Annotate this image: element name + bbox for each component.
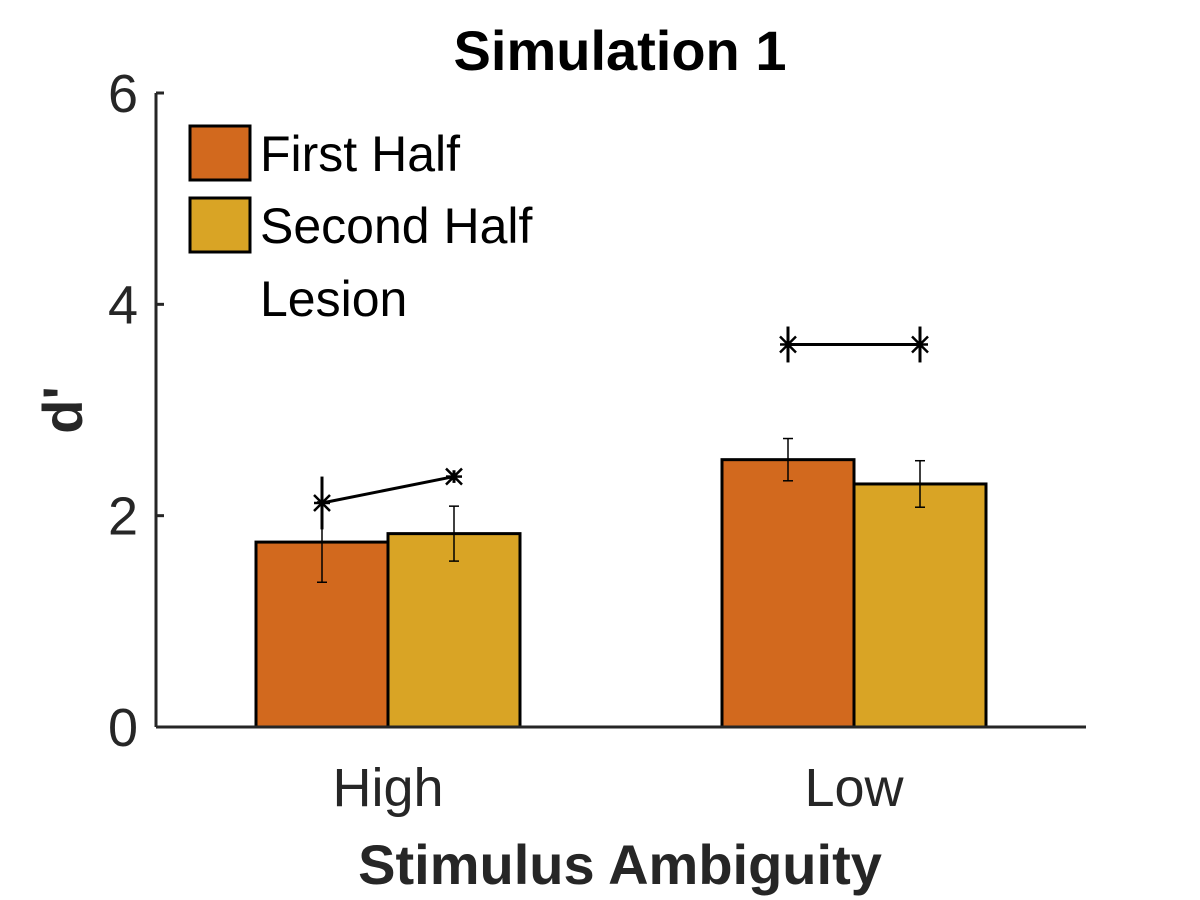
legend-label: Second Half bbox=[260, 198, 532, 254]
y-tick-label: 6 bbox=[108, 64, 138, 124]
lesion-point bbox=[779, 335, 797, 354]
legend-label: Lesion bbox=[260, 271, 407, 327]
lesion-point bbox=[911, 335, 929, 354]
bar-high-series-1 bbox=[386, 532, 522, 729]
legend-swatch bbox=[188, 124, 252, 182]
bar-low-series-1 bbox=[852, 482, 988, 729]
lesion-point bbox=[313, 494, 331, 512]
chart-title: Simulation 1 bbox=[454, 19, 787, 82]
x-axis-label: Stimulus Ambiguity bbox=[358, 833, 882, 896]
bars-layer bbox=[254, 458, 988, 729]
legend: First Half Second Half Lesion bbox=[188, 124, 532, 327]
x-tick-label: Low bbox=[804, 758, 904, 818]
y-axis-label: d' bbox=[31, 386, 94, 434]
x-tick-label: High bbox=[332, 758, 443, 818]
bar-low-series-0 bbox=[720, 458, 856, 729]
y-tick-label: 4 bbox=[108, 275, 138, 335]
lesion-line-high bbox=[321, 475, 455, 505]
y-ticks: 0 2 4 6 bbox=[108, 64, 164, 758]
legend-swatch bbox=[188, 196, 252, 254]
legend-label: First Half bbox=[260, 126, 460, 182]
lesion-point bbox=[445, 467, 463, 486]
lesion-layer bbox=[313, 326, 929, 530]
y-tick-label: 0 bbox=[108, 698, 138, 758]
y-tick-label: 2 bbox=[108, 487, 138, 547]
x-ticks: High Low bbox=[332, 758, 904, 818]
